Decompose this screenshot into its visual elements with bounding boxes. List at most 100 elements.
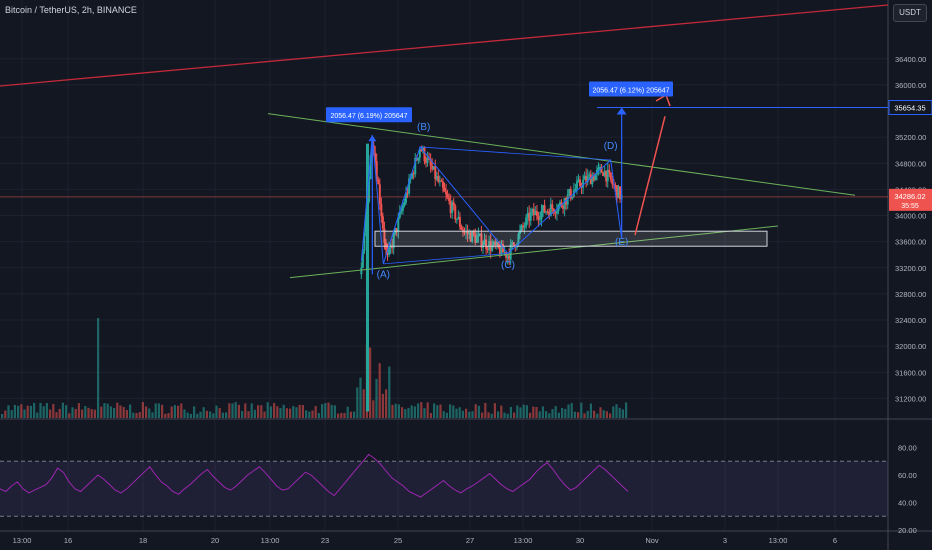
candle-body: [602, 172, 605, 176]
volume-bar: [577, 412, 580, 418]
volume-bar: [154, 403, 157, 418]
time-tick-label: 3: [723, 536, 727, 545]
candle-body: [565, 198, 568, 205]
volume-bar: [609, 413, 612, 418]
candle-body: [543, 205, 546, 213]
volume-bar: [157, 403, 160, 418]
candle-body: [617, 186, 620, 199]
volume-bar: [273, 402, 276, 418]
candle-body: [537, 216, 540, 220]
candle-body: [589, 174, 592, 185]
candle-body: [555, 211, 558, 214]
volume-bar: [90, 409, 93, 418]
volume-bar: [23, 409, 26, 418]
candle-body: [549, 204, 552, 217]
candle-body: [423, 147, 426, 162]
wave-pattern-line: [371, 135, 623, 265]
volume-bar: [583, 413, 586, 418]
candle-body: [403, 202, 406, 206]
volume-bar: [497, 411, 500, 418]
candle-body: [563, 198, 566, 209]
volume-bar: [413, 406, 416, 418]
candle-body: [582, 179, 585, 188]
candle-body: [605, 170, 608, 182]
volume-bar: [359, 377, 362, 418]
volume-bar: [570, 403, 573, 418]
volume-bar: [301, 404, 304, 418]
volume-bar: [125, 410, 128, 418]
volume-bar: [241, 411, 244, 418]
wave-label: (E): [615, 237, 628, 248]
candle-body: [545, 211, 548, 213]
candle-body: [397, 217, 400, 232]
candle-body: [381, 216, 384, 229]
volume-bar: [231, 403, 234, 418]
current-price-label: 34286.02: [894, 192, 925, 201]
candle-body: [562, 206, 565, 209]
candle-body: [534, 210, 537, 216]
projection-arrowhead: [655, 93, 671, 107]
current-price-countdown: 35:55: [901, 203, 919, 210]
candle-body: [540, 211, 543, 220]
volume-bar: [141, 402, 144, 418]
candle-body: [446, 194, 449, 198]
candle-body: [588, 174, 591, 176]
volume-bar: [119, 405, 122, 418]
volume-bar: [391, 404, 394, 418]
price-tick-label: 36400.00: [895, 55, 926, 64]
volume-bar: [253, 409, 256, 418]
candle-body: [503, 252, 506, 254]
triangle-lower-line: [289, 225, 779, 279]
candle-body: [485, 239, 488, 249]
candle-body: [529, 212, 532, 221]
volume-bar: [177, 405, 180, 418]
candle-body: [431, 165, 434, 170]
volume-bar: [423, 408, 426, 418]
measure-label-1: 2056.47 (6.19%) 205647: [326, 107, 412, 123]
candle-body: [614, 184, 617, 186]
volume-bar: [193, 406, 196, 418]
candle-body: [455, 218, 458, 220]
volume-bar: [87, 407, 90, 418]
volume-bar: [557, 412, 560, 418]
candle-body: [488, 241, 491, 251]
candle-body: [401, 205, 404, 211]
candle-body: [363, 232, 366, 251]
volume-bar: [346, 406, 349, 418]
volume-bar: [593, 410, 596, 418]
volume-bar: [138, 412, 141, 418]
rsi-tick-label: 20.00: [898, 526, 917, 535]
candle-body: [491, 244, 494, 251]
volume-bar: [465, 408, 468, 418]
wave-label: (C): [501, 260, 515, 271]
volume-bar: [337, 413, 340, 418]
currency-button[interactable]: USDT: [893, 4, 927, 22]
volume-bar: [202, 407, 205, 418]
volume-bar: [573, 411, 576, 418]
candle-body: [492, 241, 495, 245]
volume-bar: [481, 412, 484, 418]
volume-bar: [1, 413, 4, 418]
volume-bar: [378, 363, 381, 418]
volume-bar: [180, 403, 183, 418]
candle-body: [597, 167, 600, 170]
candle-body: [360, 267, 363, 275]
volume-bar: [113, 407, 116, 418]
candle-body: [483, 239, 486, 245]
volume-bar: [589, 403, 592, 418]
volume-bar: [39, 402, 42, 418]
candle-body: [569, 189, 572, 199]
volume-bar: [45, 403, 48, 418]
price-tick-label: 32000.00: [895, 342, 926, 351]
volume-bar: [13, 404, 16, 418]
time-tick-label: 23: [321, 536, 329, 545]
volume-bar: [103, 403, 106, 418]
candle-body: [449, 201, 452, 213]
candle-body: [546, 211, 549, 213]
candle-body: [592, 176, 595, 181]
time-tick-label: 13:00: [13, 536, 32, 545]
candle-body: [552, 208, 555, 213]
time-tick-label: 30: [576, 536, 584, 545]
candle-body: [531, 209, 534, 213]
